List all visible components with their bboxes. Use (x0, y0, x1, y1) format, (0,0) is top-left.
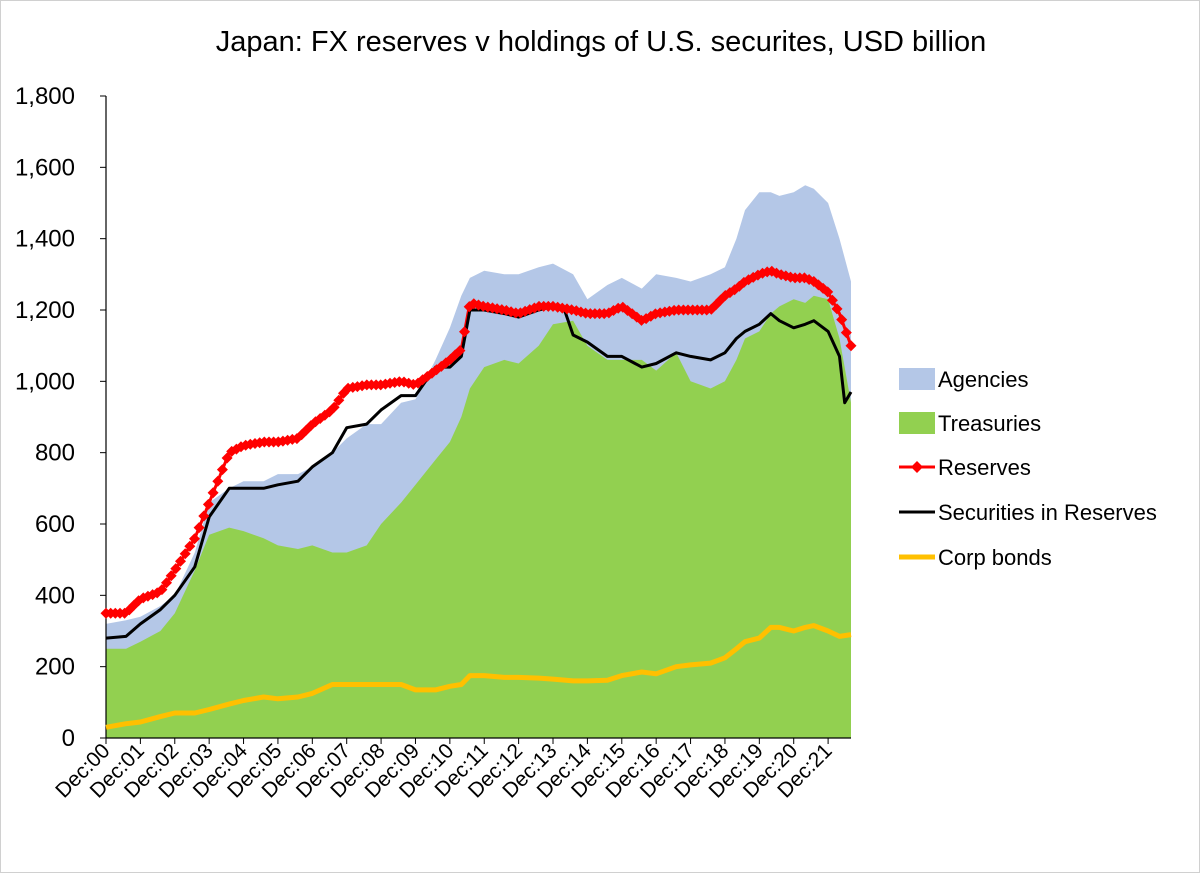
reserves-marker (845, 340, 857, 352)
reserves-marker (165, 570, 177, 582)
reserves-marker (328, 401, 340, 413)
y-tick-label: 1,800 (15, 83, 75, 110)
legend-reserves-label: Reserves (938, 455, 1031, 480)
reserves-marker (202, 498, 214, 510)
reserves-marker (459, 326, 470, 338)
legend-corp-bonds-label: Corp bonds (938, 545, 1052, 570)
securities-line (105, 304, 853, 640)
reserves-marker (156, 584, 168, 596)
reserves-marker (161, 577, 172, 589)
y-tick-label: 200 (35, 654, 75, 681)
reserves-marker (175, 555, 186, 567)
reserves-marker (189, 533, 200, 545)
reserves-marker (170, 563, 182, 575)
reserves-marker (184, 540, 196, 552)
reserves-marker (212, 475, 224, 487)
legend: Agencies Treasuries Reserves Securities in … (899, 367, 1157, 570)
reserves-marker (840, 327, 852, 339)
reserves-marker (836, 314, 848, 326)
y-tick-label: 1,000 (15, 368, 75, 395)
legend-agencies-swatch (899, 368, 935, 390)
line-layer (100, 265, 857, 730)
reserves-marker (198, 510, 210, 522)
y-tick-label: 800 (35, 440, 75, 467)
legend-securities-label: Securities in Reserves (938, 500, 1157, 525)
legend-reserves-marker (911, 461, 923, 473)
reserves-marker (221, 452, 233, 464)
corp-bonds-line (105, 623, 852, 730)
reserves-marker (333, 394, 345, 406)
reserves-marker (831, 303, 843, 315)
y-tick-label: 1,400 (15, 226, 75, 253)
area-layer (106, 185, 851, 738)
y-tick-label: 600 (35, 511, 75, 538)
axis-layer: 02004006008001,0001,2001,4001,6001,800De… (15, 83, 851, 803)
y-tick-label: 400 (35, 582, 75, 609)
reserves-marker (822, 286, 834, 298)
legend-agencies-label: Agencies (938, 367, 1029, 392)
y-tick-label: 1,200 (15, 297, 75, 324)
legend-treasuries-swatch (899, 412, 935, 434)
reserves-marker (826, 294, 838, 306)
y-tick-label: 0 (62, 725, 75, 752)
reserves-marker (207, 487, 219, 499)
reserves-marker (193, 522, 205, 534)
treasuries-area (106, 295, 851, 738)
y-tick-label: 1,600 (15, 154, 75, 181)
chart-title: Japan: FX reserves v holdings of U.S. se… (216, 26, 986, 58)
reserves-marker (216, 464, 228, 476)
reserves-marker (454, 345, 466, 357)
reserves-marker (179, 548, 191, 560)
legend-treasuries-label: Treasuries (938, 411, 1041, 436)
reserves-marker (119, 607, 131, 619)
